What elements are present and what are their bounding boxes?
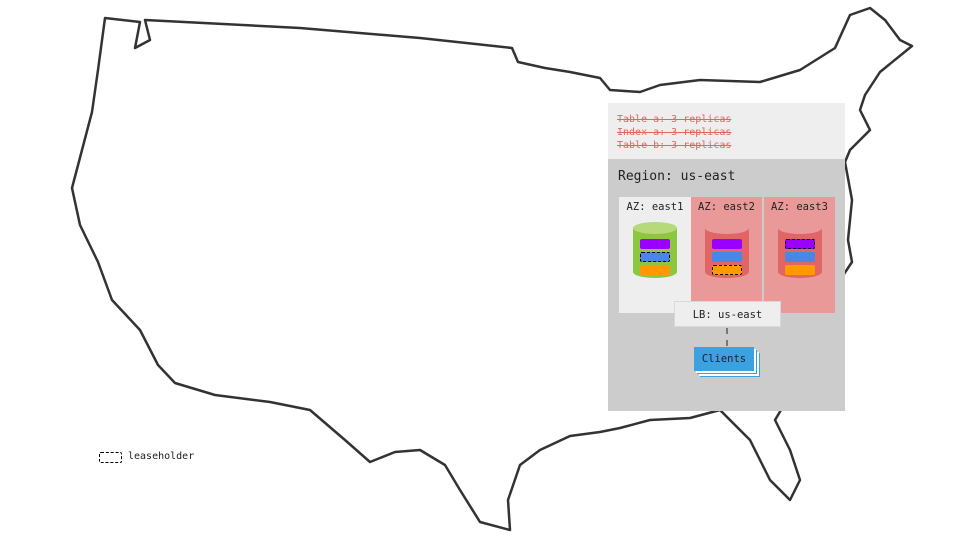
replica-block (640, 265, 670, 275)
replica-block (785, 252, 815, 262)
az-east2: AZ: east2 (691, 197, 762, 313)
connector-line (726, 328, 728, 346)
az-label: AZ: east1 (626, 201, 684, 213)
replica-block (712, 239, 742, 249)
leaseholder-replica-block (712, 265, 742, 275)
replica-block (640, 239, 670, 249)
legend-label: leaseholder (128, 451, 195, 462)
database-icon (778, 222, 822, 284)
replica-block (712, 252, 742, 262)
az-east3: AZ: east3 (764, 197, 835, 313)
database-icon (633, 222, 677, 284)
leaseholder-replica-block (785, 239, 815, 249)
az-label: AZ: east3 (771, 201, 828, 213)
leaseholder-replica-block (640, 252, 670, 262)
replica-block (785, 265, 815, 275)
replication-note: Table a: 3 replicas (617, 114, 732, 125)
az-east1: AZ: east1 (619, 197, 691, 313)
database-icon (705, 222, 749, 284)
replication-config-panel: Table a: 3 replicas Index a: 3 replicas … (608, 103, 845, 159)
leaseholder-legend-swatch (99, 452, 122, 463)
replication-note: Table b: 3 replicas (617, 140, 732, 151)
az-label: AZ: east2 (698, 201, 755, 213)
region-title: Region: us-east (618, 169, 736, 184)
clients-box: Clients (694, 347, 754, 371)
replication-note: Index a: 3 replicas (617, 127, 732, 138)
load-balancer: LB: us-east (674, 301, 781, 327)
